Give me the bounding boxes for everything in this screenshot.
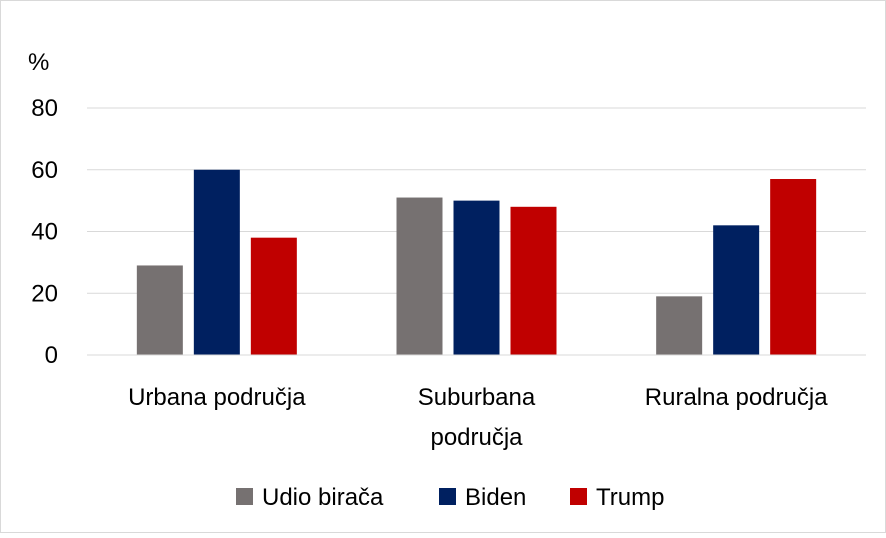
y-unit-label: % [28, 49, 49, 76]
bar [250, 237, 297, 355]
legend-swatch [439, 488, 456, 505]
bar [136, 265, 183, 355]
y-axis-ticks: 0 20 40 60 80 [31, 95, 58, 369]
legend-label: Trump [596, 484, 664, 511]
bar [770, 179, 817, 355]
legend: Udio birača Biden Trump [236, 484, 664, 511]
legend-label: Udio birača [262, 484, 384, 511]
bars [136, 169, 817, 355]
bar [656, 296, 703, 355]
x-category-label: Ruralna područja [645, 384, 828, 411]
y-tick-label: 80 [31, 95, 58, 122]
x-category-label: Urbana područja [128, 384, 306, 411]
bar [510, 206, 557, 355]
legend-swatch [236, 488, 253, 505]
bar [396, 197, 443, 355]
y-tick-label: 40 [31, 219, 58, 246]
y-tick-label: 20 [31, 280, 58, 307]
bar [453, 200, 500, 355]
bar [193, 169, 240, 355]
x-category-label: područja [430, 424, 523, 451]
legend-label: Biden [465, 484, 526, 511]
x-axis-categories: Urbana područja Suburbana područja Ruralna … [128, 384, 828, 451]
legend-swatch [570, 488, 587, 505]
y-tick-label: 0 [45, 342, 58, 369]
bar [713, 225, 760, 355]
x-category-label: Suburbana [418, 384, 536, 411]
y-tick-label: 60 [31, 157, 58, 184]
